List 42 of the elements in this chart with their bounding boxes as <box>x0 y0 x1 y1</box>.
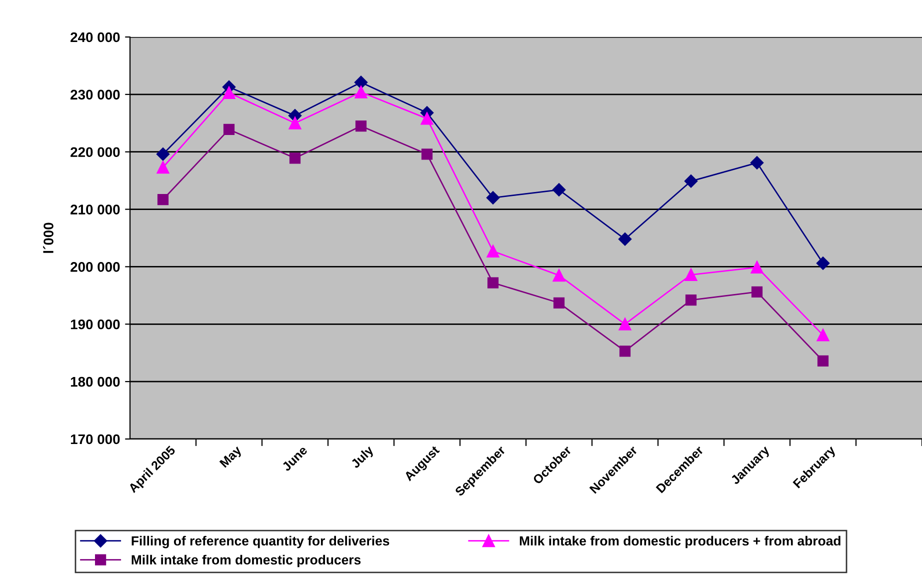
point <box>223 124 235 136</box>
point <box>618 318 632 330</box>
point <box>156 148 170 161</box>
point <box>684 268 698 282</box>
point <box>684 174 698 188</box>
y-tick-label: 210 000 <box>70 204 120 214</box>
y-tick-label: 170 000 <box>70 434 120 444</box>
legend-label: Milk intake from domestic producers + from abroad <box>520 536 840 548</box>
point <box>421 148 433 160</box>
point <box>355 120 367 132</box>
y-tick-label: 190 000 <box>70 319 120 330</box>
y-axis-title: l´000 <box>43 222 54 253</box>
y-tick-label: 230 000 <box>70 90 120 100</box>
point <box>156 161 170 174</box>
point <box>816 256 830 270</box>
point <box>750 156 764 170</box>
point <box>817 355 829 366</box>
point <box>157 194 169 206</box>
point <box>420 112 434 125</box>
point <box>750 261 764 274</box>
point <box>288 116 302 130</box>
point <box>618 232 632 246</box>
legend-label: Filling of reference quantity for deliveries <box>132 536 390 548</box>
point <box>552 269 566 282</box>
point <box>685 294 697 306</box>
point <box>751 286 763 298</box>
y-tick-label: 200 000 <box>70 262 120 272</box>
y-tick-label: 240 000 <box>70 32 120 42</box>
point <box>816 328 830 342</box>
y-tick-label: 220 000 <box>70 147 120 158</box>
point <box>289 152 301 164</box>
point <box>552 183 566 196</box>
point <box>354 86 368 98</box>
y-tick-label: 180 000 <box>70 376 120 387</box>
legend-label: Milk intake from domestic producers <box>132 554 361 568</box>
point <box>486 244 500 258</box>
point <box>486 191 500 204</box>
point <box>354 76 368 89</box>
point <box>487 277 499 288</box>
point <box>619 346 631 357</box>
point <box>222 86 236 99</box>
point <box>553 297 565 308</box>
